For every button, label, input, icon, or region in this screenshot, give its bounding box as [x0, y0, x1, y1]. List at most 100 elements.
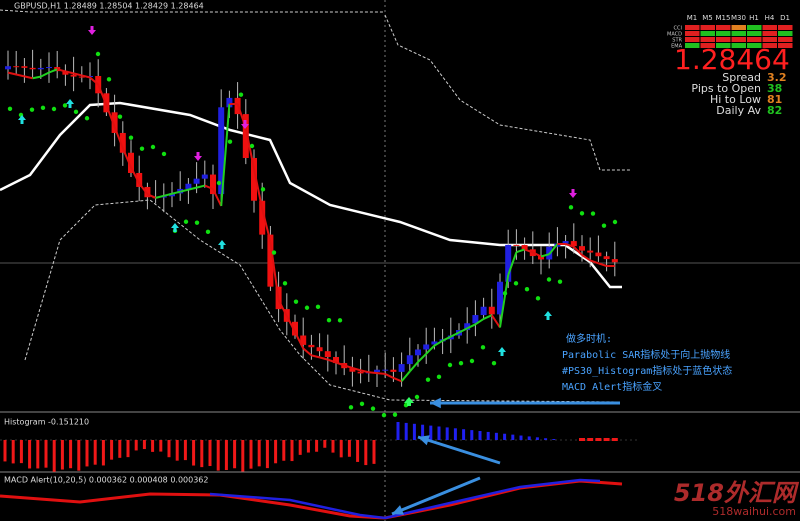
- candle: [587, 250, 594, 253]
- ma-segment: [589, 259, 599, 265]
- sar-dot: [414, 394, 420, 400]
- sar-dot: [458, 360, 464, 366]
- hist-bar: [527, 436, 531, 440]
- sar-dot: [84, 116, 90, 121]
- signal-cell: [716, 43, 731, 48]
- hist-bar: [233, 440, 237, 469]
- ma-segment: [113, 126, 124, 149]
- buy-arrow: [498, 347, 506, 356]
- candle: [218, 107, 225, 195]
- annotation-line: #PS30_Histogram指标处于蓝色状态: [562, 364, 732, 377]
- hist-bar: [142, 440, 146, 450]
- sar-dot: [546, 277, 552, 282]
- hist-bar: [52, 440, 56, 472]
- timeframe: H1: [749, 14, 759, 22]
- buy-arrow: [218, 240, 226, 249]
- hist-bar: [372, 440, 376, 464]
- hist-bar: [282, 440, 286, 461]
- ma-segment: [179, 188, 189, 193]
- ma-segment: [524, 248, 534, 254]
- candle: [46, 67, 52, 69]
- ma-segment: [507, 251, 518, 276]
- ma-segment: [499, 274, 510, 328]
- ma-segment: [450, 331, 460, 338]
- ma-segment: [204, 184, 214, 190]
- candle: [431, 341, 438, 345]
- candle: [357, 371, 364, 374]
- ma-segment: [32, 75, 41, 80]
- candle: [415, 349, 421, 356]
- timeframe: M30: [731, 14, 746, 22]
- hist-bar: [257, 440, 261, 467]
- ma-segment: [65, 70, 74, 75]
- row-label: CCI: [674, 26, 682, 32]
- ma-segment: [376, 372, 386, 375]
- ma-segment: [261, 208, 272, 242]
- candle: [54, 67, 61, 72]
- ma-segment: [442, 335, 452, 342]
- hist-bar: [519, 435, 523, 440]
- pointer: [417, 435, 501, 465]
- hist-bar: [216, 440, 220, 471]
- candle: [513, 244, 520, 246]
- candle: [316, 347, 323, 352]
- candle: [251, 157, 257, 201]
- candle: [259, 200, 266, 235]
- candle: [210, 174, 216, 195]
- row-label: STR: [672, 38, 682, 44]
- sar-dot: [491, 360, 497, 366]
- hist-bar: [315, 440, 319, 452]
- candle: [349, 368, 356, 372]
- hist-bar: [445, 427, 449, 440]
- sar-dot: [194, 220, 200, 225]
- hist-bar: [85, 440, 89, 467]
- signal-cell: [731, 43, 746, 48]
- hist-bar: [421, 424, 425, 440]
- candle: [497, 281, 503, 315]
- candle: [505, 244, 512, 282]
- candle: [300, 335, 307, 345]
- hist-bar: [183, 440, 187, 461]
- sar-dot: [535, 296, 541, 301]
- hist-bar: [552, 439, 556, 440]
- signal-cell: [778, 31, 793, 36]
- sell-arrow: [241, 120, 249, 129]
- sar-dot: [337, 318, 343, 323]
- sar-dot: [502, 291, 508, 296]
- sar-dot: [40, 105, 46, 111]
- stat-value: 3.2: [767, 71, 787, 84]
- ma-segment: [490, 314, 501, 329]
- buy-arrow: [18, 115, 26, 124]
- ma-segment: [89, 76, 99, 86]
- signal-cell: [700, 31, 715, 36]
- sell-arrow: [194, 152, 202, 161]
- timeframe: M1: [687, 14, 698, 22]
- signal-cell: [747, 37, 762, 42]
- sar-dot: [601, 223, 607, 228]
- ma-segment: [458, 327, 468, 334]
- hist-bar: [110, 440, 114, 460]
- sar-dot: [282, 281, 288, 286]
- ma-segment: [138, 182, 149, 195]
- signal-cell: [716, 31, 731, 36]
- sar-dot: [161, 151, 167, 157]
- signal-cell: [747, 31, 762, 36]
- annotation-line: 做多时机:: [566, 332, 612, 345]
- hist-bar: [470, 430, 474, 440]
- hist-bar: [437, 426, 441, 440]
- hist-bar: [511, 434, 515, 440]
- candle: [603, 256, 610, 260]
- histogram-label: Histogram -0.151210: [4, 418, 89, 427]
- signal-cell: [716, 25, 731, 30]
- row-label: MACD: [667, 32, 682, 38]
- sar-dot: [117, 114, 123, 119]
- buy-arrow: [171, 223, 179, 232]
- hist-bar: [60, 440, 64, 470]
- stat-value: 38: [767, 82, 782, 95]
- ma-segment: [360, 369, 370, 374]
- signal-cell: [685, 37, 700, 42]
- candle: [128, 152, 134, 173]
- candle: [160, 196, 167, 198]
- ma-segment: [466, 323, 476, 330]
